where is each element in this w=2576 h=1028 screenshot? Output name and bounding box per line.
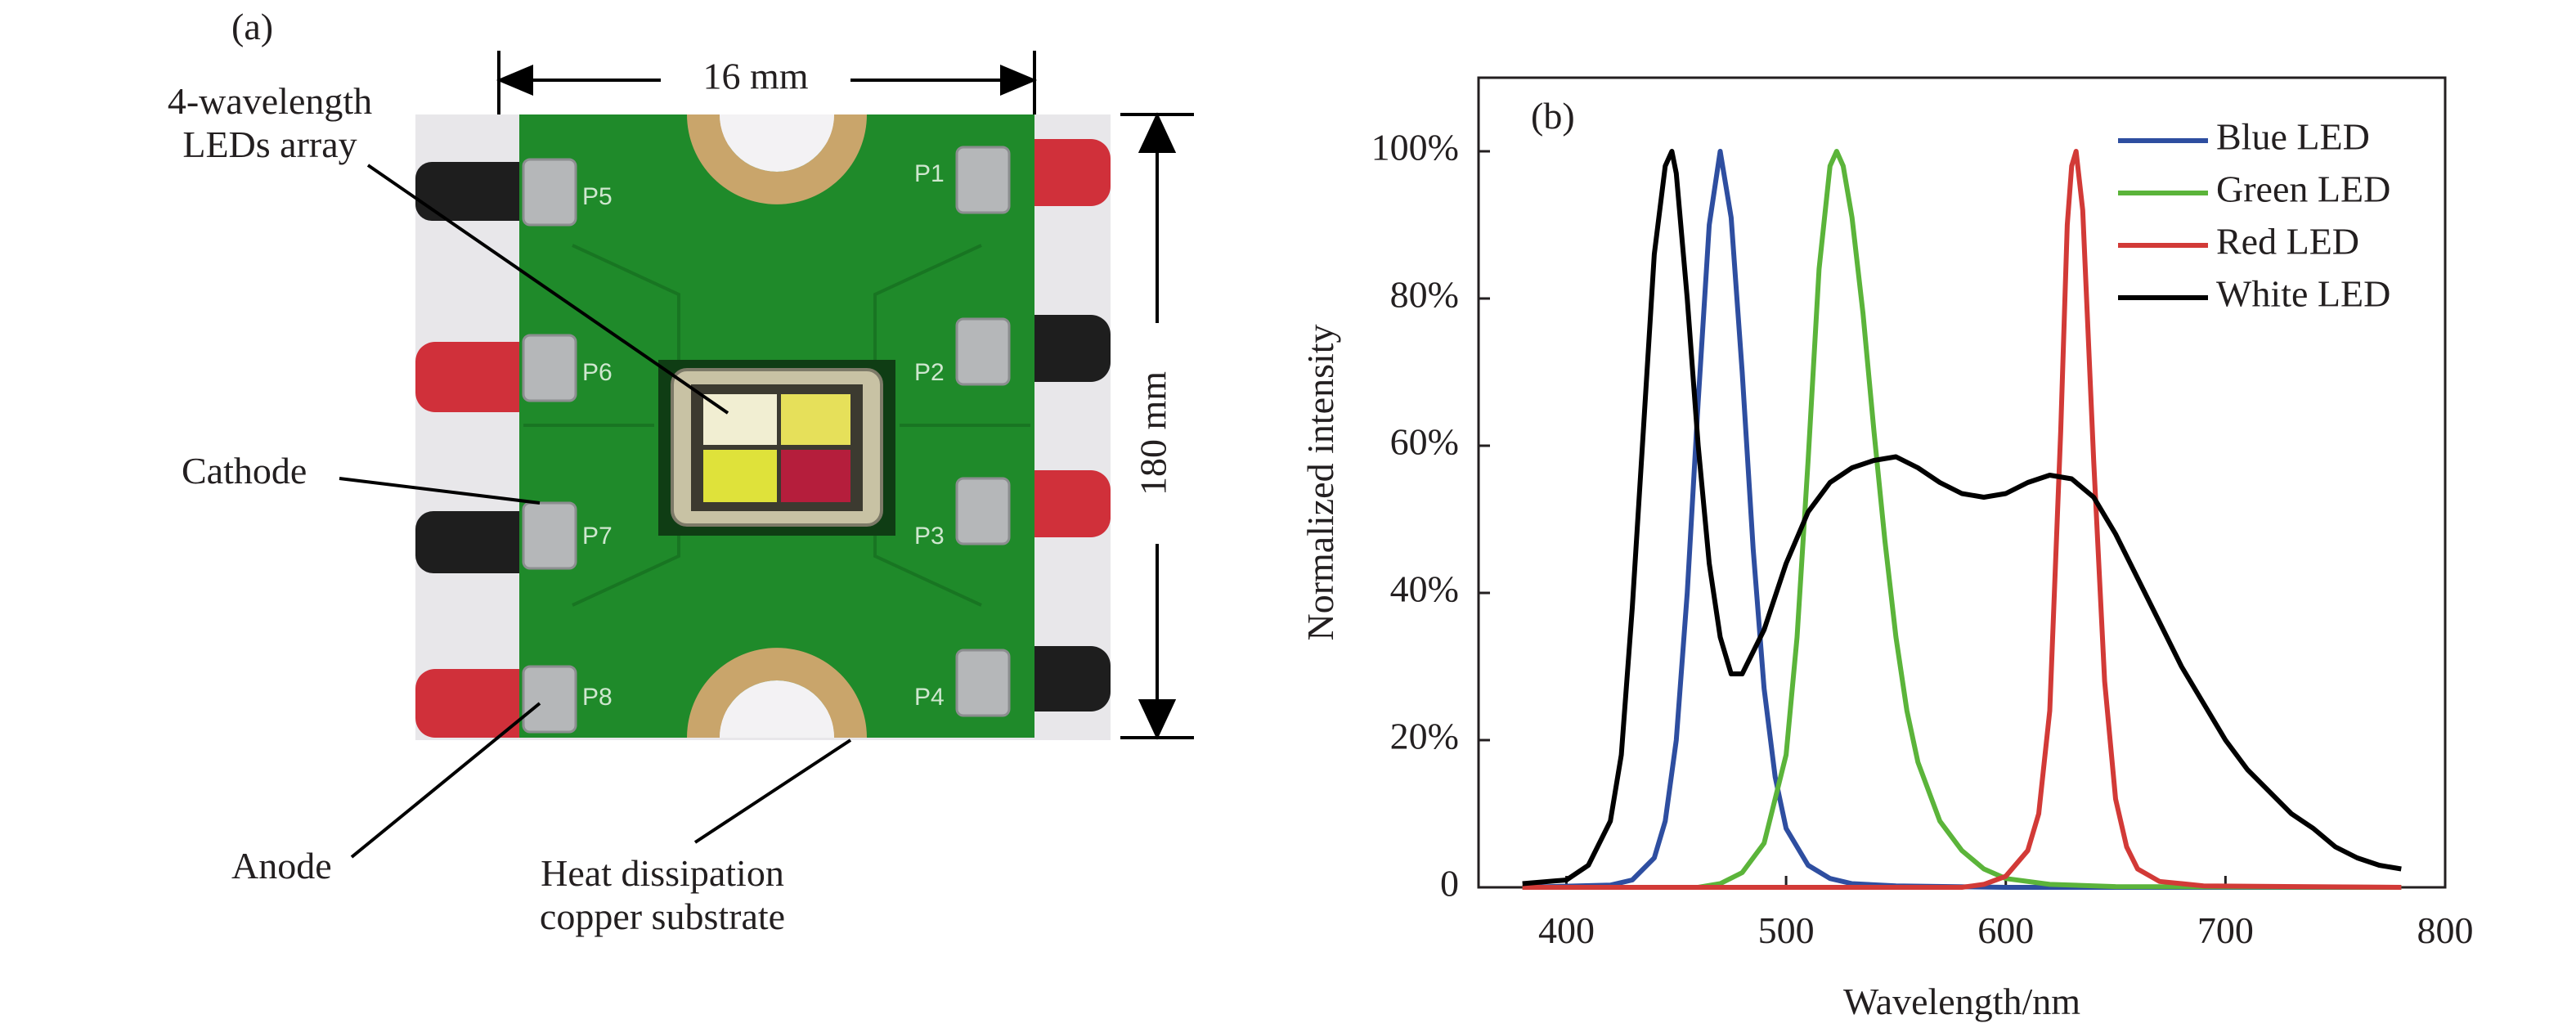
wire-left-p8 <box>415 669 538 738</box>
led-array-annotation-line1: 4-wavelength <box>167 80 373 122</box>
series-line-white-led <box>1522 149 2402 887</box>
led-module-photo: P5 P6 P7 P8 P1 P2 P3 P4 <box>415 114 1111 740</box>
pad-label-p7: P7 <box>582 523 613 550</box>
y-axis-label: Normalized intensity <box>1299 324 1341 640</box>
led-array-annotation-line2: LEDs array <box>182 123 357 165</box>
led-chip-red <box>781 450 850 502</box>
x-tick-label: 400 <box>1538 909 1595 951</box>
spectrum-chart: 400 500 600 700 800 0 20% 40% 60% 80% 100% Waveleng… <box>1299 76 2474 1022</box>
legend-label-green-led: Green LED <box>2216 168 2390 210</box>
width-label: 16 mm <box>702 56 808 97</box>
leader-lines <box>339 164 852 859</box>
y-tick-label: 100% <box>1371 127 1459 168</box>
legend-label-red-led: Red LED <box>2216 221 2359 263</box>
anode-annotation: Anode <box>231 845 332 887</box>
y-tick-label: 80% <box>1390 274 1459 316</box>
solder-pads <box>522 146 1011 734</box>
copper-notch-bottom <box>687 648 867 738</box>
panel-a-label: (a) <box>231 6 274 47</box>
led-array-annotation: 4-wavelength LEDs array <box>90 80 450 167</box>
pad-label-p2: P2 <box>914 359 945 386</box>
substrate-annotation: Heat dissipation copper substrate <box>499 852 826 939</box>
panel-b-label: (b) <box>1531 95 1575 137</box>
wire-left-p5 <box>415 162 538 221</box>
series-line-green-led <box>1522 149 2402 890</box>
x-tick-label: 600 <box>1977 909 2034 951</box>
pad-label-p8: P8 <box>582 684 613 711</box>
height-label: 180 mm <box>1133 371 1174 496</box>
x-tick-label: 700 <box>2197 909 2254 951</box>
pad-label-p1: P1 <box>914 160 945 187</box>
x-tick-label: 500 <box>1758 909 1815 951</box>
led-array-package <box>658 360 895 536</box>
y-tick-label: 60% <box>1390 421 1459 463</box>
wire-left-p6 <box>415 342 538 412</box>
y-tick-label: 40% <box>1390 568 1459 610</box>
cathode-annotation: Cathode <box>182 450 307 492</box>
substrate-annotation-line1: Heat dissipation <box>541 852 784 894</box>
series-line-red-led <box>1522 149 2402 890</box>
pad-label-p3: P3 <box>914 523 945 550</box>
pad-label-p4: P4 <box>914 684 945 711</box>
y-tick-label: 20% <box>1390 716 1459 757</box>
led-chip-yellow <box>781 394 850 445</box>
dimension-width <box>496 51 1038 114</box>
substrate-annotation-line2: copper substrate <box>539 895 786 937</box>
led-chip-lime <box>703 450 777 502</box>
x-axis-label: Wavelength/nm <box>1843 981 2080 1022</box>
legend-label-white-led: White LED <box>2216 273 2390 315</box>
pad-label-p5: P5 <box>582 183 613 210</box>
y-tick-label: 0 <box>1440 863 1459 905</box>
pad-label-p6: P6 <box>582 359 613 386</box>
wire-left-p7 <box>415 511 538 573</box>
copper-notch-top <box>687 114 867 204</box>
legend-label-blue-led: Blue LED <box>2216 116 2370 158</box>
x-tick-label: 800 <box>2417 909 2474 951</box>
series-line-blue-led <box>1522 149 2402 890</box>
dimension-height <box>1120 112 1194 740</box>
